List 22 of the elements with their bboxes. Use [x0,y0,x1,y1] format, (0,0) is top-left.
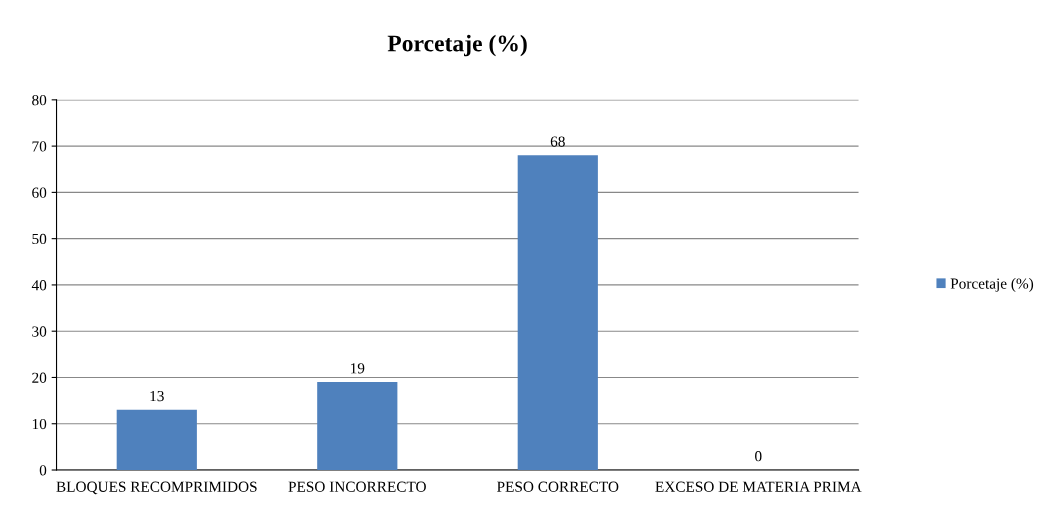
data-label: 19 [350,363,365,374]
y-tick-label: 10 [32,418,47,430]
y-tick-label: 60 [32,187,47,198]
x-tick-label: BLOQUES RECOMPRIMIDOS [56,481,257,495]
data-label: 0 [755,451,762,462]
legend-label: Porcetaje (%) [950,278,1034,292]
y-tick-label: 40 [31,280,47,291]
y-tick-label: 0 [39,465,47,476]
data-label: 68 [550,136,565,147]
y-tick-label: 80 [32,94,47,106]
bar [517,155,598,471]
bar [317,382,398,471]
y-tick-label: 20 [32,372,47,383]
y-tick-label: 50 [32,233,47,245]
x-tick-label: EXCESO DE MATERIA PRIMA [655,481,862,492]
data-label: 13 [150,390,164,402]
y-tick-label: 70 [32,141,47,152]
x-tick-label: PESO CORRECTO [497,481,619,492]
x-tick-label: PESO INCORRECTO [288,481,426,492]
chart-title: Porcetaje (%) [387,34,527,57]
y-tick-label: 30 [32,326,47,337]
bar [116,409,197,471]
